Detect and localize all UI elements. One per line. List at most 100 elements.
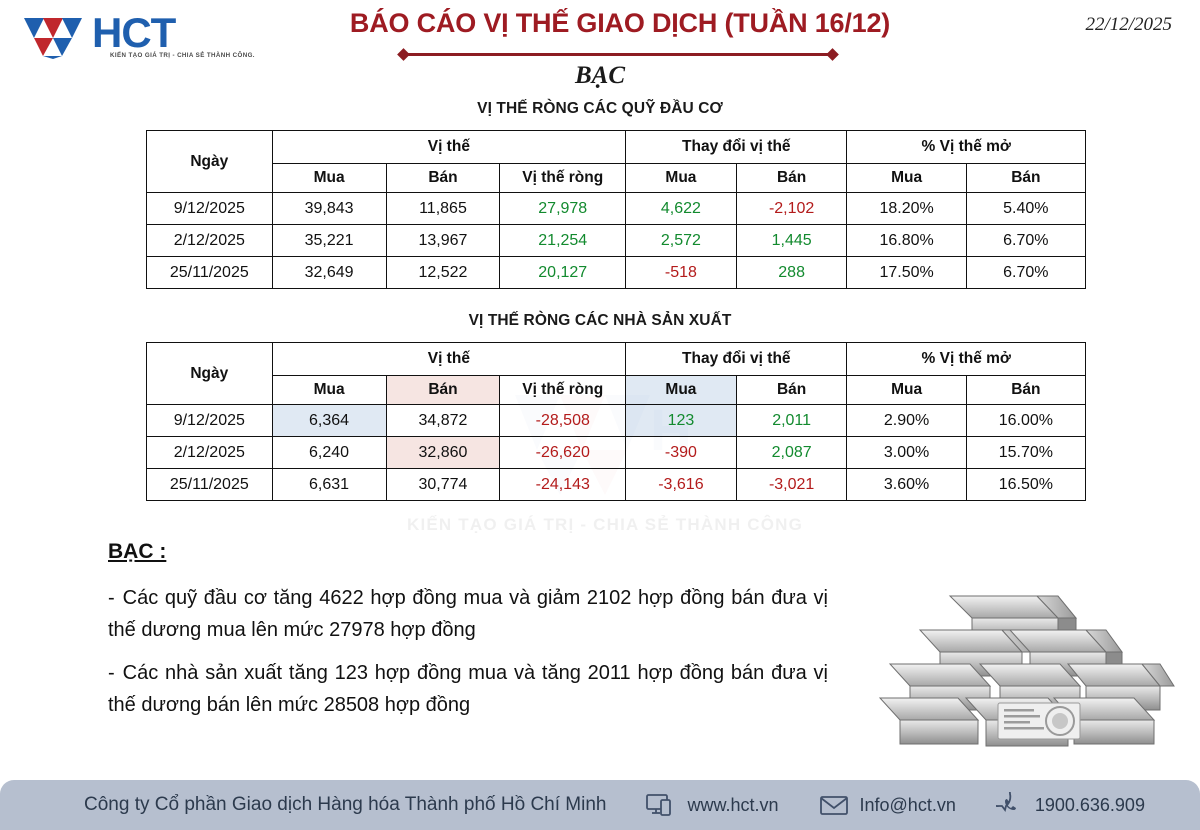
th-pos-sell: Bán	[385, 163, 501, 193]
page-title: BÁO CÁO VỊ THẾ GIAO DỊCH (TUẦN 16/12)	[349, 8, 891, 38]
cell-date: 25/11/2025	[146, 256, 273, 289]
title-divider	[403, 53, 833, 56]
cell-change-sell: -3,021	[735, 468, 848, 501]
cell-position-net: -24,143	[499, 468, 627, 501]
logo-wordmark: HCT	[92, 9, 176, 56]
cell-position-sell: 34,872	[385, 404, 501, 437]
silver-bars-image	[878, 595, 1175, 747]
cell-change-buy: -390	[625, 436, 737, 469]
table-header-sub-row: Mua Bán Vị thế ròng Mua Bán Mua Bán	[147, 375, 1087, 405]
cell-change-sell: 2,087	[735, 436, 848, 469]
cell-position-sell: 32,860	[385, 436, 501, 469]
cell-change-sell: 288	[735, 256, 848, 289]
table-header-sub-row: Mua Bán Vị thế ròng Mua Bán Mua Bán	[147, 163, 1087, 193]
table-body: 9/12/2025 39,843 11,865 27,978 4,622 -2,102 18…	[146, 192, 1087, 289]
cell-open-buy: 16.80%	[846, 224, 967, 257]
th-group-position: Vị thế	[271, 342, 627, 376]
notes-section: BẠC : - Các quỹ đầu cơ tăng 4622 hợp đồng…	[108, 540, 828, 732]
cell-position-net: -28,508	[499, 404, 627, 437]
note-dash: -	[108, 587, 115, 609]
report-date: 22/12/2025	[1085, 14, 1172, 35]
cell-position-buy: 32,649	[271, 256, 387, 289]
table-header-group-row: Ngày Vị thế Thay đổi vị thế % Vị thế mở	[146, 342, 1086, 405]
th-chg-sell: Bán	[735, 375, 848, 405]
cell-open-sell: 16.50%	[965, 468, 1087, 501]
watermark-tagline: KIẾN TẠO GIÁ TRỊ - CHIA SẺ THÀNH CÔNG	[406, 515, 804, 534]
cell-open-buy: 18.20%	[846, 192, 967, 225]
cell-position-buy: 39,843	[271, 192, 387, 225]
cell-date: 9/12/2025	[146, 192, 273, 225]
th-chg-buy: Mua	[625, 163, 737, 193]
cell-open-buy: 3.00%	[846, 436, 967, 469]
footer-hotline-text: 1900.636.909	[1034, 794, 1145, 815]
table-row: 9/12/2025 39,843 11,865 27,978 4,622 -2,102 18…	[146, 192, 1087, 225]
cell-position-buy: 6,364	[271, 404, 387, 437]
notes-heading: BẠC :	[108, 540, 167, 563]
note-text: Các nhà sản xuất tăng 123 hợp đồng mua v…	[108, 661, 828, 717]
cell-date: 9/12/2025	[146, 404, 273, 437]
th-chg-sell: Bán	[735, 163, 848, 193]
footer-website[interactable]: www.hct.vn	[646, 793, 779, 817]
table-body: 9/12/2025 6,364 34,872 -28,508 123 2,011 2.90%…	[146, 404, 1087, 501]
cell-position-sell: 13,967	[385, 224, 501, 257]
cell-position-net: 27,978	[499, 192, 627, 225]
table-row: 9/12/2025 6,364 34,872 -28,508 123 2,011 2.90%…	[146, 404, 1087, 437]
cell-position-sell: 30,774	[385, 468, 501, 501]
page-header: HCT KIẾN TẠO GIÁ TRỊ - CHIA SẺ THÀNH CÔN…	[0, 0, 1200, 62]
cell-open-sell: 5.40%	[965, 192, 1087, 225]
section-title-funds: VỊ THẾ RÒNG CÁC QUỸ ĐẦU CƠ	[477, 100, 723, 117]
cell-change-sell: 2,011	[735, 404, 848, 437]
cell-change-sell: -2,102	[735, 192, 848, 225]
th-group-open: % Vị thế mở	[846, 130, 1086, 164]
th-pos-buy: Mua	[271, 163, 387, 193]
cell-position-buy: 6,631	[271, 468, 387, 501]
footer-email-text: Info@hct.vn	[859, 794, 956, 815]
logo-tagline: KIẾN TẠO GIÁ TRỊ - CHIA SẺ THÀNH CÔNG.	[110, 52, 255, 59]
table-producers: Ngày Vị thế Thay đổi vị thế % Vị thế mở …	[146, 342, 1087, 501]
note-text: Các quỹ đầu cơ tăng 4622 hợp đồng mua và…	[108, 587, 828, 642]
footer-company-name: Công ty Cổ phần Giao dịch Hàng hóa Thành…	[84, 794, 607, 815]
note-item-2: - Các nhà sản xuất tăng 123 hợp đồng mua …	[108, 657, 828, 722]
th-group-change: Thay đổi vị thế	[625, 342, 848, 376]
cell-open-buy: 2.90%	[846, 404, 967, 437]
th-group-open: % Vị thế mở	[846, 342, 1086, 376]
cell-position-net: 21,254	[499, 224, 627, 257]
cell-open-buy: 17.50%	[846, 256, 967, 289]
footer-email[interactable]: Info@hct.vn	[819, 794, 956, 816]
cell-change-buy: 123	[625, 404, 737, 437]
footer-website-text: www.hct.vn	[687, 794, 779, 815]
table-row: 25/11/2025 6,631 30,774 -24,143 -3,616 -3,021…	[146, 468, 1087, 501]
cell-position-sell: 12,522	[385, 256, 501, 289]
th-pos-buy: Mua	[271, 375, 387, 405]
cell-open-buy: 3.60%	[846, 468, 967, 501]
th-pos-net: Vị thế ròng	[499, 163, 627, 193]
th-group-position: Vị thế	[271, 130, 627, 164]
note-dash: -	[108, 661, 115, 684]
cell-change-buy: 4,622	[625, 192, 737, 225]
cell-change-buy: 2,572	[625, 224, 737, 257]
th-pct-sell: Bán	[965, 375, 1087, 405]
section-title-producers: VỊ THẾ RÒNG CÁC NHÀ SẢN XUẤT	[468, 312, 732, 329]
cell-date: 25/11/2025	[146, 468, 273, 501]
phone-icon	[995, 792, 1024, 818]
th-pct-buy: Mua	[846, 375, 967, 405]
commodity-title: BẠC	[574, 62, 626, 89]
cell-date: 2/12/2025	[146, 436, 273, 469]
table-row: 2/12/2025 35,221 13,967 21,254 2,572 1,445 16.…	[146, 224, 1087, 257]
cell-position-net: -26,620	[499, 436, 627, 469]
cell-position-sell: 11,865	[385, 192, 501, 225]
th-pos-net: Vị thế ròng	[499, 375, 627, 405]
brand-logo[interactable]: HCT KIẾN TẠO GIÁ TRỊ - CHIA SẺ THÀNH CÔN…	[22, 6, 255, 60]
cell-position-buy: 35,221	[271, 224, 387, 257]
cell-date: 2/12/2025	[146, 224, 273, 257]
table-header-group-row: Ngày Vị thế Thay đổi vị thế % Vị thế mở	[146, 130, 1086, 193]
diamond-logo-icon	[24, 18, 82, 59]
cell-open-sell: 16.00%	[965, 404, 1087, 437]
table-hedge-funds: Ngày Vị thế Thay đổi vị thế % Vị thế mở …	[146, 130, 1087, 289]
monitor-icon	[646, 793, 676, 817]
footer-hotline[interactable]: 1900.636.909	[995, 792, 1145, 818]
logo-text: HCT	[92, 9, 176, 56]
envelope-icon	[819, 794, 849, 816]
cell-open-sell: 6.70%	[965, 256, 1087, 289]
cell-position-net: 20,127	[499, 256, 627, 289]
